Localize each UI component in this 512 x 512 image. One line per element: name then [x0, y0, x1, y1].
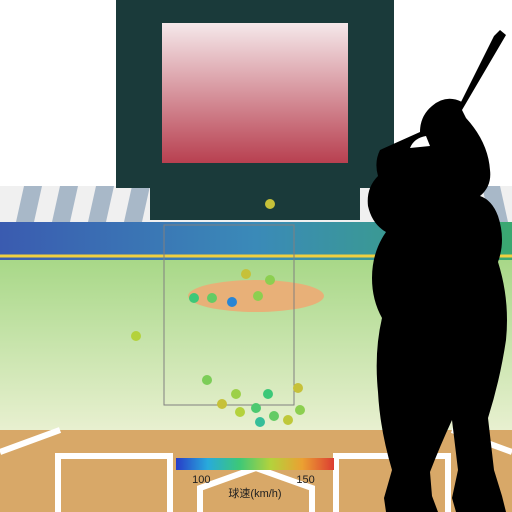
pitch-marker [283, 415, 293, 425]
pitch-marker [253, 291, 263, 301]
legend-tick: 150 [296, 474, 314, 486]
legend-label: 球速(km/h) [228, 486, 281, 500]
pitch-marker [227, 297, 237, 307]
pitch-marker [293, 383, 303, 393]
pitch-marker [207, 293, 217, 303]
pitch-marker [255, 417, 265, 427]
pitch-marker [231, 389, 241, 399]
scoreboard-screen [162, 23, 348, 163]
pitch-marker [241, 269, 251, 279]
pitch-marker [131, 331, 141, 341]
pitch-marker [251, 403, 261, 413]
pitch-marker [235, 407, 245, 417]
scoreboard-base [150, 188, 360, 220]
pitch-marker [269, 411, 279, 421]
pitch-marker [217, 399, 227, 409]
pitch-marker [265, 199, 275, 209]
legend-tick: 100 [192, 474, 210, 486]
pitch-marker [295, 405, 305, 415]
velocity-legend-bar [176, 458, 334, 470]
pitch-marker [189, 293, 199, 303]
pitch-marker [263, 389, 273, 399]
pitch-marker [265, 275, 275, 285]
pitch-marker [202, 375, 212, 385]
